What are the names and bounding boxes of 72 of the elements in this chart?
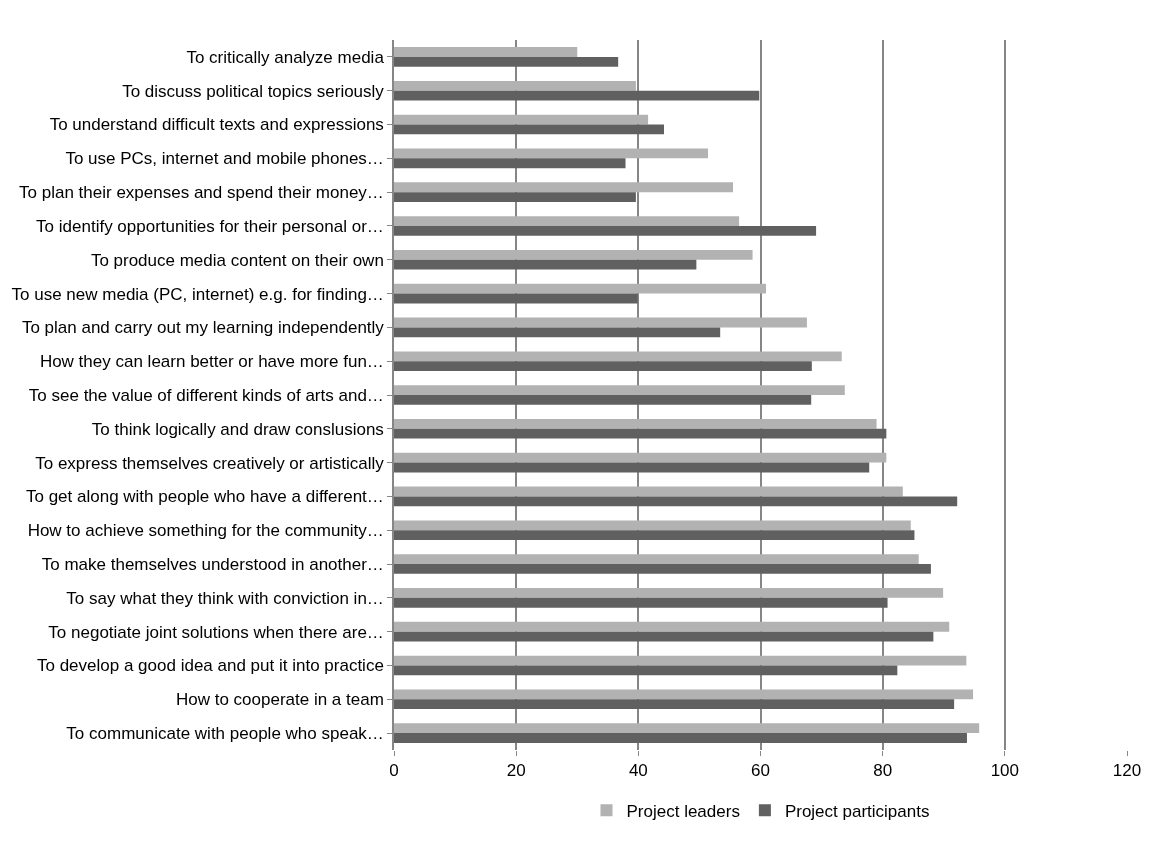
y-tick-label: To get along with people who have a different… [25,487,384,507]
x-tick-label: 0 [389,761,399,781]
y-tick-label: How to achieve something for the community… [27,521,384,541]
bar [394,723,980,734]
bar [394,689,974,700]
y-tick-label: To produce media content on their own [90,250,384,270]
bar [394,597,888,608]
legend-label: Project participants [784,801,930,821]
x-tick-label: 40 [628,761,648,781]
y-tick-label: To discuss political topics seriously [122,81,385,101]
bar [394,530,915,541]
bar [394,621,950,632]
y-tick-label: To use new media (PC, internet) e.g. for finding… [11,284,384,304]
bar [394,47,578,57]
bar [394,699,955,710]
bar [394,80,636,91]
x-tick-label: 80 [873,761,893,781]
bar [394,317,807,328]
bar [394,114,649,125]
y-tick-label: To use PCs, internet and mobile phones… [65,149,384,169]
bar [394,351,842,362]
bar [394,665,898,676]
y-tick-label: How to cooperate in a team [175,690,384,710]
y-tick-label: To negotiate joint solutions when there are… [48,622,384,642]
bar [394,148,708,159]
bar [394,361,812,371]
y-tick-label: To critically analyze media [186,47,385,67]
y-tick-label: To understand difficult texts and expressions [49,115,384,135]
bar [394,554,919,565]
bar [394,90,760,101]
bar [394,419,877,429]
bar [394,462,870,473]
y-tick-label: To communicate with people who speak… [66,724,384,744]
y-tick-label: To express themselves creatively or artistically [35,453,385,473]
bar [394,486,903,497]
bar [394,182,734,193]
x-tick-label: 100 [990,761,1020,781]
bar [394,293,638,304]
bar [394,564,931,574]
y-tick-label: To plan their expenses and spend their money… [19,183,384,203]
bar [394,158,626,169]
bar [394,385,845,395]
bar [394,655,967,666]
bar [394,588,944,598]
bar [394,520,911,531]
y-tick-label: To make themselves understood in another… [41,555,384,574]
bar [394,56,619,67]
bar [394,327,721,338]
bar [394,452,887,463]
bar [394,259,697,270]
y-tick-label: To see the value of different kinds of arts and… [28,385,384,405]
y-tick-label: To identify opportunities for their personal or… [36,216,384,236]
bar [394,395,812,405]
bar [394,124,664,135]
bar [394,225,817,236]
bar [394,631,934,642]
x-tick-label: 20 [506,761,526,781]
bar [394,216,740,226]
legend-label: Project leaders [626,801,740,821]
y-tick-label: To think logically and draw conslusions [91,419,384,439]
bar [394,249,753,260]
bar [394,733,967,743]
y-tick-label: To plan and carry out my learning independently [21,318,385,338]
bar [394,192,636,202]
y-tick-label: How they can learn better or have more fun… [39,352,384,372]
x-tick-label: 120 [1112,761,1142,781]
x-tick-label: 60 [751,761,770,781]
bar [394,496,958,507]
y-tick-label: To say what they think with conviction in… [66,588,384,608]
y-tick-label: To develop a good idea and put it into practice [36,656,384,676]
bar [394,428,887,439]
bar [394,283,766,294]
